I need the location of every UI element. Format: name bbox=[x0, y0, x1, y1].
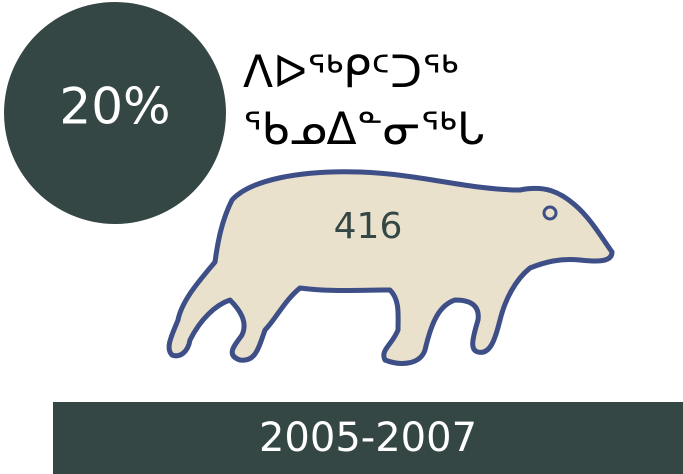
count-text: 416 bbox=[334, 206, 403, 247]
period-text: 2005-2007 bbox=[259, 415, 477, 461]
polar-bear bbox=[169, 172, 612, 364]
badge-text: 20% bbox=[59, 78, 170, 136]
infographic: 20% ᐱᐅᖅᑭᑦᑐᖅ ᖃᓄᐃᓐᓂᖅᒐ 416 2005-2007 bbox=[0, 0, 683, 474]
page: 20% ᐱᐅᖅᑭᑦᑐᖅ ᖃᓄᐃᓐᓂᖅᒐ 416 2005-2007 (() =>… bbox=[0, 0, 683, 474]
heading-line: ᖃᓄᐃᓐᓂᖅᒐ bbox=[243, 104, 484, 155]
heading-line: ᐱᐅᖅᑭᑦᑐᖅ bbox=[243, 47, 458, 98]
